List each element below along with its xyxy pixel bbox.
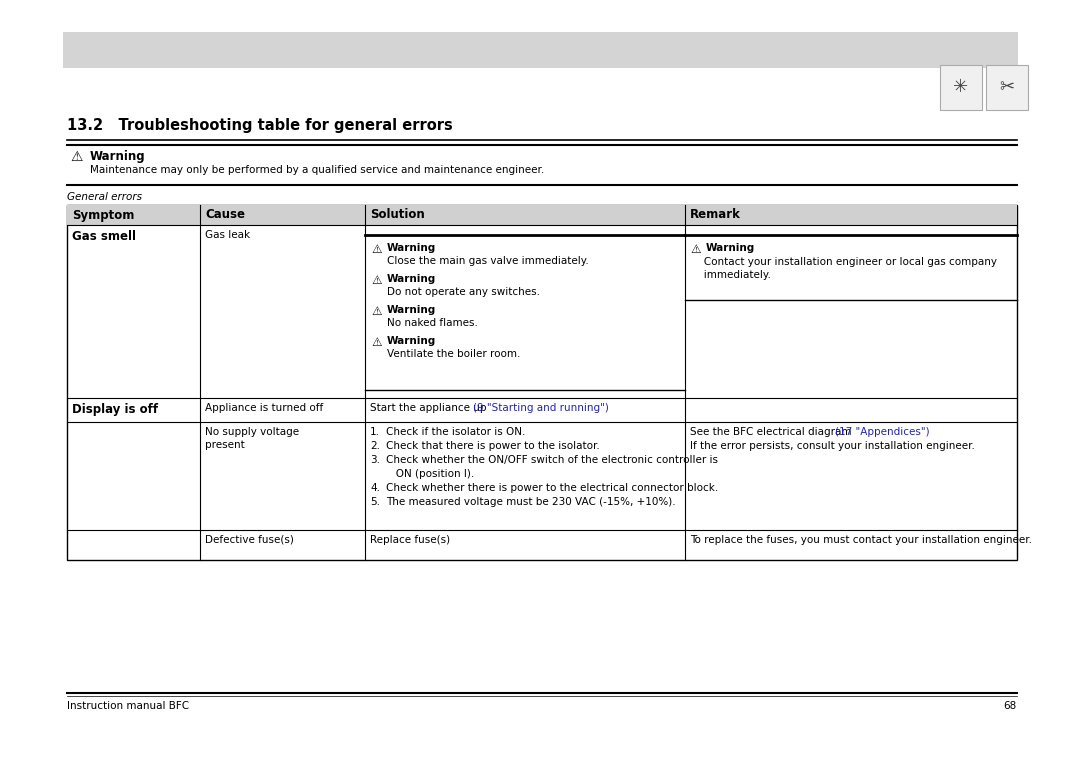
Text: 5.: 5. xyxy=(370,497,380,507)
Text: Warning: Warning xyxy=(387,336,436,346)
Text: ⚠: ⚠ xyxy=(70,150,82,164)
Text: 2.: 2. xyxy=(370,441,380,451)
Text: No supply voltage: No supply voltage xyxy=(205,427,299,437)
Text: No naked flames.: No naked flames. xyxy=(387,318,477,328)
Text: Warning: Warning xyxy=(706,243,755,253)
Text: Warning: Warning xyxy=(387,305,436,315)
Text: Check whether there is power to the electrical connector block.: Check whether there is power to the elec… xyxy=(386,483,718,493)
Text: Defective fuse(s): Defective fuse(s) xyxy=(205,535,294,545)
Text: Warning: Warning xyxy=(387,274,436,284)
Text: Check that there is power to the isolator.: Check that there is power to the isolato… xyxy=(386,441,599,451)
Text: Display is off: Display is off xyxy=(72,403,158,416)
Text: Ventilate the boiler room.: Ventilate the boiler room. xyxy=(387,349,521,359)
Text: Check whether the ON/OFF switch of the electronic controller is: Check whether the ON/OFF switch of the e… xyxy=(386,455,718,465)
Text: present: present xyxy=(205,440,245,450)
Text: immediately.: immediately. xyxy=(694,270,771,280)
Text: Instruction manual BFC: Instruction manual BFC xyxy=(67,701,189,711)
Text: Do not operate any switches.: Do not operate any switches. xyxy=(387,287,540,297)
Text: Close the main gas valve immediately.: Close the main gas valve immediately. xyxy=(387,256,589,266)
Text: Maintenance may only be performed by a qualified service and maintenance enginee: Maintenance may only be performed by a q… xyxy=(90,165,544,175)
Bar xyxy=(940,65,982,110)
Text: To replace the fuses, you must contact your installation engineer.: To replace the fuses, you must contact y… xyxy=(690,535,1032,545)
Text: The measured voltage must be 230 VAC (-15%, +10%).: The measured voltage must be 230 VAC (-1… xyxy=(386,497,676,507)
Text: Check if the isolator is ON.: Check if the isolator is ON. xyxy=(386,427,525,437)
Bar xyxy=(63,32,1018,68)
Text: ⚠: ⚠ xyxy=(372,305,381,318)
Text: Contact your installation engineer or local gas company: Contact your installation engineer or lo… xyxy=(694,257,997,267)
Bar xyxy=(986,65,1028,110)
Text: Start the appliance up: Start the appliance up xyxy=(370,403,489,413)
Text: 68: 68 xyxy=(1003,701,1017,711)
Text: See the BFC electrical diagram: See the BFC electrical diagram xyxy=(690,427,854,437)
Text: (17 "Appendices"): (17 "Appendices") xyxy=(835,427,930,437)
Bar xyxy=(67,205,1017,560)
Text: ✳: ✳ xyxy=(954,78,969,96)
Text: Gas leak: Gas leak xyxy=(205,230,251,240)
Text: 4.: 4. xyxy=(370,483,380,493)
Text: 13.2   Troubleshooting table for general errors: 13.2 Troubleshooting table for general e… xyxy=(67,118,453,133)
Text: General errors: General errors xyxy=(67,192,141,202)
Text: Appliance is turned off: Appliance is turned off xyxy=(205,403,323,413)
Text: Warning: Warning xyxy=(90,150,146,163)
Text: ⚠: ⚠ xyxy=(372,243,381,256)
Text: ON (position I).: ON (position I). xyxy=(386,469,474,479)
Text: If the error persists, consult your installation engineer.: If the error persists, consult your inst… xyxy=(690,441,975,451)
Bar xyxy=(67,205,1017,225)
Text: Solution: Solution xyxy=(370,208,424,221)
Text: 3.: 3. xyxy=(370,455,380,465)
Text: Symptom: Symptom xyxy=(72,208,134,221)
Text: (9 "Starting and running"): (9 "Starting and running") xyxy=(473,403,609,413)
Text: ✂: ✂ xyxy=(999,78,1014,96)
Text: Warning: Warning xyxy=(387,243,436,253)
Text: Remark: Remark xyxy=(690,208,741,221)
Text: ⚠: ⚠ xyxy=(372,274,381,287)
Text: Replace fuse(s): Replace fuse(s) xyxy=(370,535,450,545)
Text: Gas smell: Gas smell xyxy=(72,230,136,243)
Text: ⚠: ⚠ xyxy=(372,336,381,349)
Text: Cause: Cause xyxy=(205,208,245,221)
Text: ⚠: ⚠ xyxy=(690,243,701,256)
Text: 1.: 1. xyxy=(370,427,380,437)
